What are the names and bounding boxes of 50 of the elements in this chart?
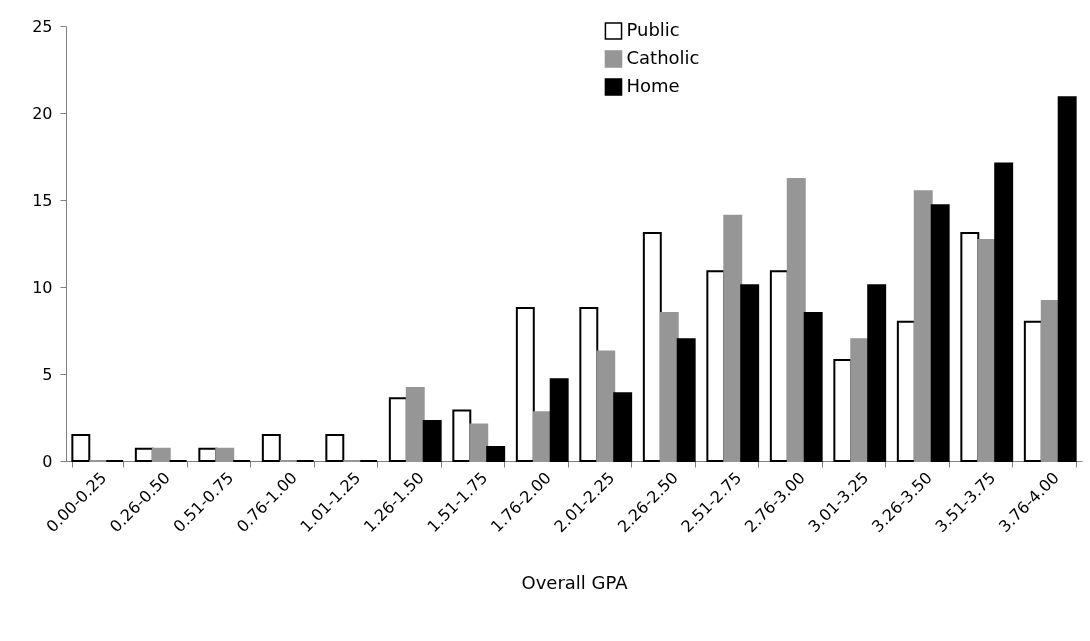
- bar: [71, 433, 91, 462]
- bar: [325, 433, 345, 462]
- bar: [769, 270, 789, 462]
- legend-label: Public: [626, 19, 680, 40]
- bar: [803, 312, 823, 462]
- bar: [1023, 320, 1043, 462]
- bar: [833, 359, 853, 462]
- bar: [405, 386, 425, 462]
- bar: [659, 312, 679, 462]
- bar: [452, 409, 472, 462]
- legend-label: Catholic: [626, 47, 700, 68]
- bar: [706, 270, 726, 462]
- bar: [1057, 96, 1077, 462]
- bar: [723, 214, 743, 462]
- bar: [930, 204, 950, 462]
- y-tick-label: 10: [32, 277, 53, 297]
- bar: [422, 419, 442, 462]
- bar: [850, 338, 870, 462]
- y-tick-label: 0: [42, 451, 53, 471]
- bar: [740, 284, 760, 462]
- bar: [549, 378, 569, 462]
- y-tick-label: 25: [32, 16, 53, 36]
- bar: [134, 447, 154, 462]
- bar: [388, 397, 408, 462]
- y-tick-label: 20: [32, 103, 53, 123]
- y-tick-label: 15: [32, 190, 53, 210]
- bar: [532, 411, 552, 462]
- y-tick-label: 5: [42, 364, 53, 384]
- bar: [1040, 299, 1060, 462]
- bar: [261, 433, 281, 462]
- bar: [642, 232, 662, 462]
- bar: [486, 446, 506, 462]
- bar: [198, 447, 218, 462]
- bar: [994, 162, 1014, 462]
- bar: [596, 350, 616, 462]
- bar: [613, 392, 633, 462]
- bar: [977, 239, 997, 462]
- bar: [515, 306, 535, 462]
- bar: [151, 447, 171, 462]
- bar: [676, 338, 696, 462]
- bar: [960, 232, 980, 462]
- bar: [215, 447, 235, 462]
- x-axis-title: Overall GPA: [521, 572, 629, 594]
- bar: [896, 320, 916, 462]
- bar: [786, 178, 806, 462]
- bar: [469, 423, 489, 462]
- legend-label: Home: [626, 75, 680, 96]
- bar: [913, 190, 933, 462]
- bar: [867, 284, 887, 462]
- bar: [579, 306, 599, 462]
